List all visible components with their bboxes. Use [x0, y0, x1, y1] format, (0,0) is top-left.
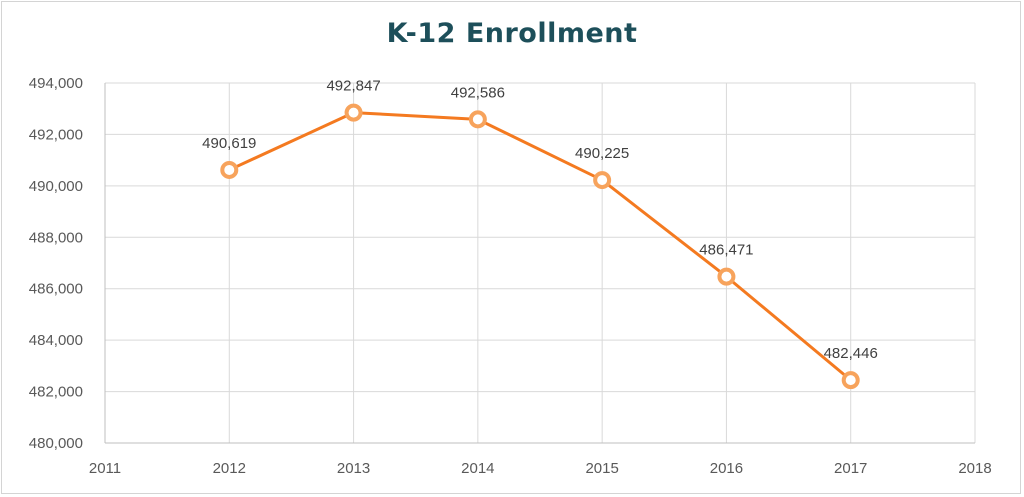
y-tick-label: 492,000: [29, 126, 83, 143]
x-tick-label: 2016: [710, 460, 743, 477]
x-tick-label: 2018: [958, 460, 991, 477]
data-point: [717, 267, 736, 286]
y-tick-label: 480,000: [29, 435, 83, 452]
data-label: 490,225: [575, 145, 629, 162]
data-point: [344, 103, 363, 122]
series-enrollment: [220, 103, 860, 390]
axes: [104, 83, 975, 444]
data-label: 486,471: [699, 242, 753, 259]
data-point: [220, 160, 239, 179]
x-tick-label: 2015: [585, 460, 618, 477]
data-point: [468, 110, 487, 129]
x-tick-label: 2017: [834, 460, 867, 477]
data-point: [593, 171, 612, 190]
series-line: [228, 111, 852, 382]
y-tick-label: 486,000: [29, 281, 83, 298]
gridlines: [105, 82, 976, 443]
x-axis-ticks: 2011 2012 2013 2014 2015 2016 2017 2018: [89, 460, 992, 477]
data-label: 490,619: [202, 135, 256, 152]
y-tick-label: 490,000: [29, 178, 83, 195]
y-tick-label: 494,000: [29, 75, 83, 92]
y-axis-ticks: 480,000 482,000 484,000 486,000 488,000 490,0…: [29, 75, 83, 452]
data-label: 492,847: [326, 78, 380, 95]
x-tick-label: 2011: [89, 460, 121, 477]
data-labels: 490,619 492,847 492,586 490,225 486,471 482,4…: [202, 78, 878, 362]
chart-title: K-12 Enrollment: [386, 18, 638, 49]
data-label: 492,586: [451, 84, 505, 101]
y-tick-label: 484,000: [29, 332, 83, 349]
x-tick-label: 2012: [213, 460, 246, 477]
y-tick-label: 482,000: [29, 384, 83, 401]
y-tick-label: 488,000: [29, 229, 83, 246]
x-tick-label: 2013: [337, 460, 370, 477]
x-tick-label: 2014: [461, 460, 494, 477]
data-label: 482,446: [824, 345, 878, 362]
data-point: [841, 371, 860, 390]
